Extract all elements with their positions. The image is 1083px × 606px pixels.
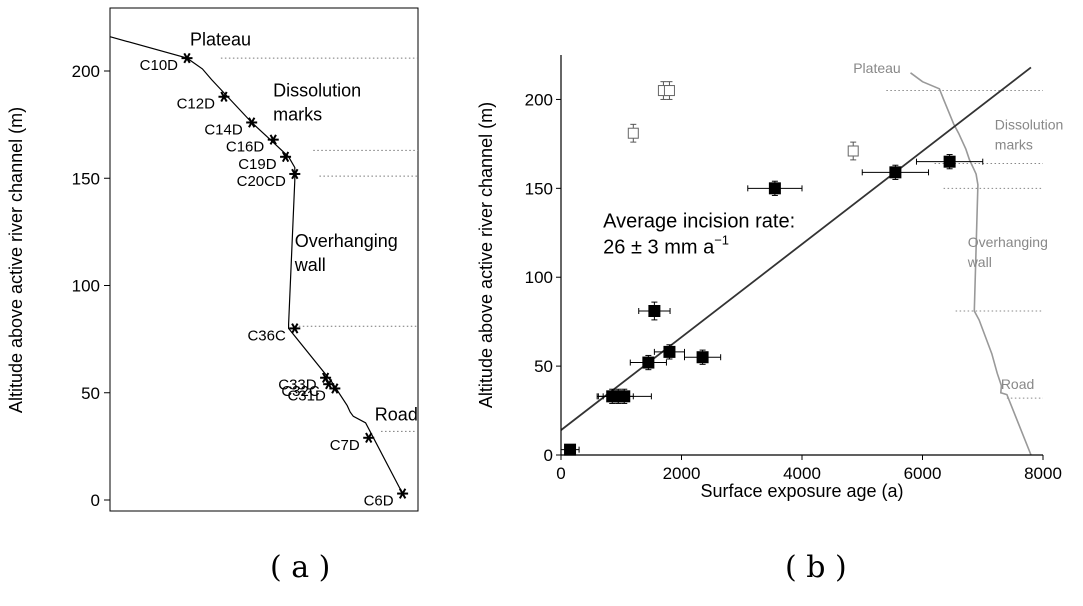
panel-a-zone-label: Plateau [190, 29, 251, 49]
panel-a-sample-marker [363, 432, 375, 444]
panel-a-sample-label: C6D [364, 493, 394, 510]
panel-b-zone-label: Overhanging [968, 234, 1048, 250]
panel-a-sample-label: C36C [247, 327, 286, 344]
panel-b-zone-label: Road [1001, 376, 1034, 392]
panel-a-zone-label: Overhanging [295, 231, 398, 251]
filled-data-point [564, 443, 577, 456]
panel-b-fit-line [560, 66, 1032, 431]
panel-a-y-tick-label: 50 [81, 384, 100, 403]
caption-a: ( a ) [270, 550, 331, 585]
incision-rate-annotation-line1: Average incision rate: [603, 211, 795, 233]
panel-a-sample-label: C20CD [237, 173, 286, 190]
filled-data-point [642, 356, 655, 369]
panel-b-x-tick-label: 0 [556, 464, 565, 483]
panel-a-sample-label: C7D [330, 437, 360, 454]
panel-a-y-tick-label: 0 [91, 491, 100, 510]
panel-a: 0 50 100 150 200 Altitude above active river… [6, 7, 419, 512]
panel-a-sample-label: C33D [278, 377, 317, 394]
panel-b-x-tick-label: 4000 [783, 464, 821, 483]
panel-b-y-tick-label: 50 [534, 357, 553, 376]
panel-b-zone-label: Plateau [853, 60, 900, 76]
panel-a-sample-marker [280, 151, 292, 163]
panel-a-sample-marker [289, 323, 301, 334]
panel-a-sample-marker [218, 91, 230, 103]
open-data-point [663, 85, 675, 97]
panel-a-zone-label: Dissolution [273, 81, 361, 101]
panel-a-sample-label: C31D [287, 387, 326, 404]
panel-b-zone-label: Dissolution [995, 117, 1063, 133]
panel-a-zone-label: wall [294, 255, 326, 275]
panel-a-sample-label: C19D [238, 156, 277, 173]
filled-data-point [943, 155, 956, 168]
panel-b-zone-label: marks [995, 137, 1033, 153]
panel-b-x-axis-label: Surface exposure age (a) [700, 481, 903, 501]
panel-b-y-tick-label: 150 [525, 179, 553, 198]
panel-b-y-axis-label: Altitude above active river channel (m) [476, 102, 496, 408]
panel-b-zone-boundaries [886, 90, 1043, 399]
panel-b-zone-label: wall [967, 254, 992, 270]
panel-a-zone-label: Road [375, 405, 418, 425]
panel-a-y-tick-label: 100 [72, 277, 100, 296]
panel-a-y-tick-label: 150 [72, 169, 100, 188]
incision-rate-annotation-line2: 26 ± 3 mm a−1 [603, 233, 729, 259]
panel-a-zone-boundaries [220, 57, 418, 432]
filled-data-point [889, 166, 902, 179]
panel-a-y-tick-label: 200 [72, 62, 100, 81]
filled-data-point [618, 390, 631, 403]
panel-a-sample-marker [289, 168, 301, 180]
filled-data-point [768, 182, 781, 195]
panel-b-profile-line [910, 72, 1032, 456]
panel-b-x-tick-label: 6000 [904, 464, 942, 483]
open-data-point [627, 127, 639, 139]
panel-a-zone-labels: Plateau Dissolution marks Overhanging wall Ro… [190, 29, 418, 424]
panel-a-y-axis: 0 50 100 150 200 [72, 62, 110, 510]
panel-a-sample-marker [267, 134, 279, 145]
panel-b-zone-labels: Plateau Dissolution marks Overhanging wall Ro… [853, 60, 1063, 392]
panel-a-sample-label: C32C [281, 383, 320, 400]
panel-a-sample-marker [397, 488, 409, 499]
panel-a-profile-line [109, 36, 404, 494]
open-data-point [847, 145, 859, 157]
panel-a-sample-label: C12D [177, 96, 216, 113]
panel-a-zone-label: marks [273, 105, 322, 125]
panel-b-points [560, 81, 984, 456]
panel-b-y-tick-label: 0 [544, 446, 553, 465]
panel-b: Plateau Dissolution marks Overhanging wall Ro… [476, 55, 1063, 501]
panel-a-sample-label: C16D [226, 139, 265, 156]
panel-a-frame [109, 7, 419, 512]
panel-b-y-tick-label: 200 [525, 90, 553, 109]
panel-b-x-tick-label: 2000 [663, 464, 701, 483]
panel-b-profile-overlay: Plateau Dissolution marks Overhanging wall Ro… [853, 60, 1063, 456]
panel-a-y-axis-label: Altitude above active river channel (m) [6, 107, 26, 413]
filled-data-point [663, 345, 676, 358]
panel-a-sample-marker [246, 117, 258, 128]
panel-b-x-tick-label: 8000 [1024, 464, 1062, 483]
panel-b-y-tick-label: 100 [525, 268, 553, 287]
filled-data-point [696, 351, 709, 364]
caption-b: ( b ) [785, 550, 847, 585]
panel-a-sample-marker [181, 52, 193, 64]
panel-a-sample-marker [329, 383, 341, 394]
panel-a-sample-label: C14D [204, 121, 243, 138]
filled-data-point [648, 305, 661, 317]
panel-a-sample-label: C10D [140, 57, 179, 74]
